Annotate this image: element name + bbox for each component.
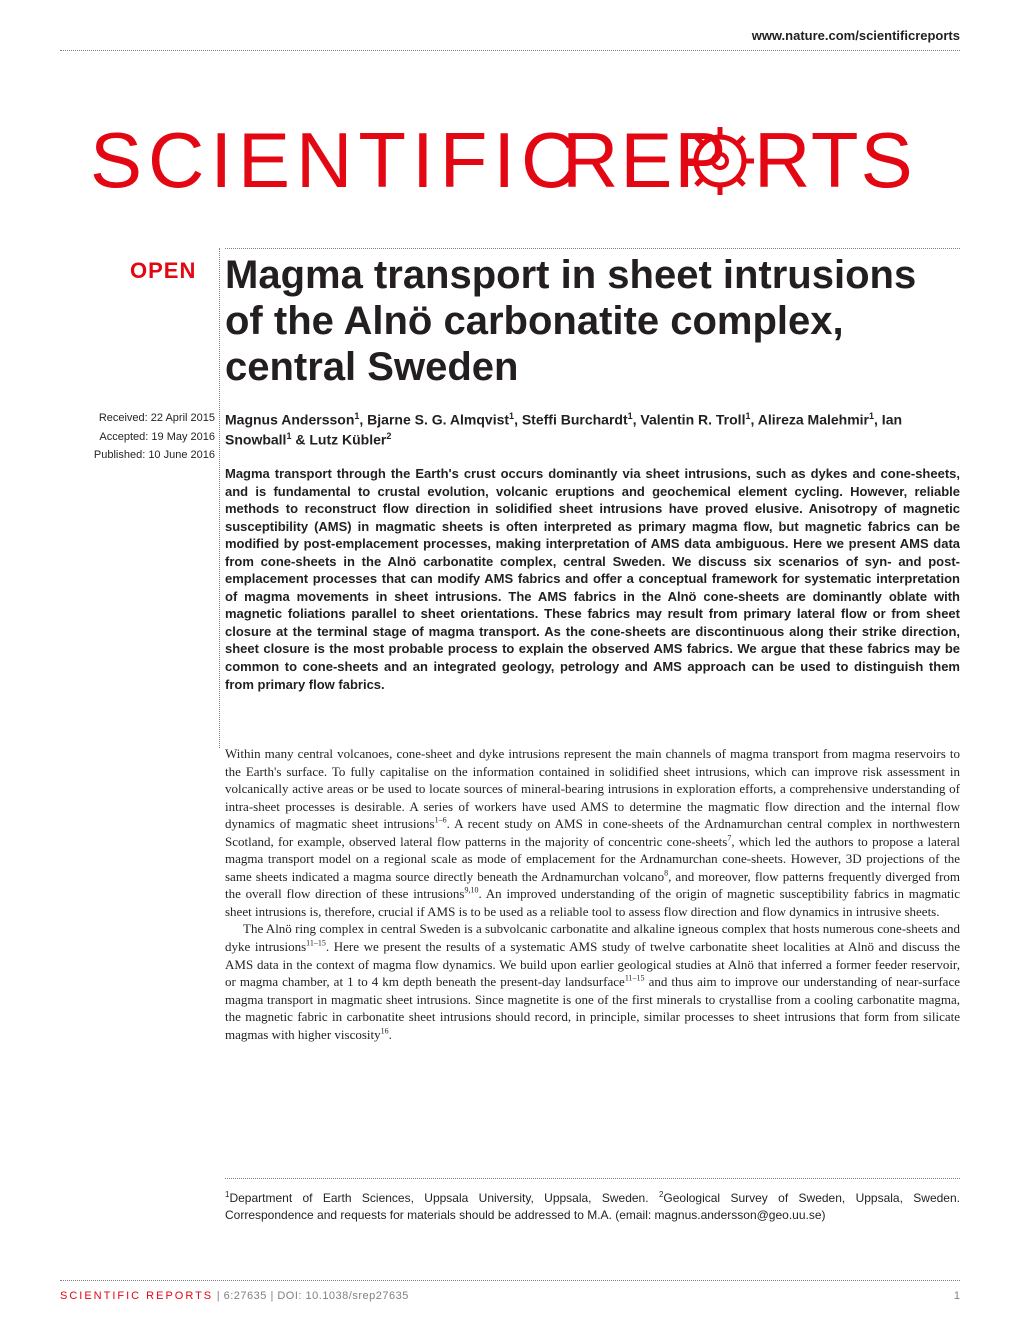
- published-date: Published: 10 June 2016: [60, 447, 215, 464]
- svg-text:RTS: RTS: [754, 116, 915, 204]
- divider-top: [60, 50, 960, 51]
- body-paragraph-2: The Alnö ring complex in central Sweden …: [225, 920, 960, 1043]
- page-footer: SCIENTIFIC REPORTS | 6:27635 | DOI: 10.1…: [60, 1290, 960, 1302]
- affiliations: 1Department of Earth Sciences, Uppsala U…: [225, 1178, 960, 1224]
- divider-vertical: [219, 248, 220, 748]
- header-url: www.nature.com/scientificreports: [752, 28, 960, 43]
- open-access-badge: OPEN: [130, 258, 196, 284]
- journal-logo: SCIENTIFIC REP RTS: [60, 115, 960, 215]
- article-title: Magma transport in sheet intrusions of t…: [225, 252, 960, 390]
- svg-text:SCIENTIFIC: SCIENTIFIC: [90, 116, 583, 204]
- scientific-reports-logo: SCIENTIFIC REP RTS: [90, 115, 930, 210]
- accepted-date: Accepted: 19 May 2016: [60, 429, 215, 446]
- publication-dates: Received: 22 April 2015 Accepted: 19 May…: [60, 410, 215, 466]
- page-number: 1: [954, 1290, 960, 1302]
- footer-journal-name: SCIENTIFIC REPORTS: [60, 1290, 213, 1302]
- divider-mid: [225, 248, 960, 249]
- authors-list: Magnus Andersson1, Bjarne S. G. Almqvist…: [225, 410, 960, 451]
- divider-bottom: [60, 1280, 960, 1281]
- footer-citation: SCIENTIFIC REPORTS | 6:27635 | DOI: 10.1…: [60, 1290, 409, 1302]
- footer-citation-text: | 6:27635 | DOI: 10.1038/srep27635: [213, 1290, 409, 1302]
- body-text: Within many central volcanoes, cone-shee…: [225, 745, 960, 1043]
- received-date: Received: 22 April 2015: [60, 410, 215, 427]
- body-paragraph-1: Within many central volcanoes, cone-shee…: [225, 745, 960, 920]
- svg-text:REP: REP: [562, 116, 728, 204]
- abstract-text: Magma transport through the Earth's crus…: [225, 465, 960, 693]
